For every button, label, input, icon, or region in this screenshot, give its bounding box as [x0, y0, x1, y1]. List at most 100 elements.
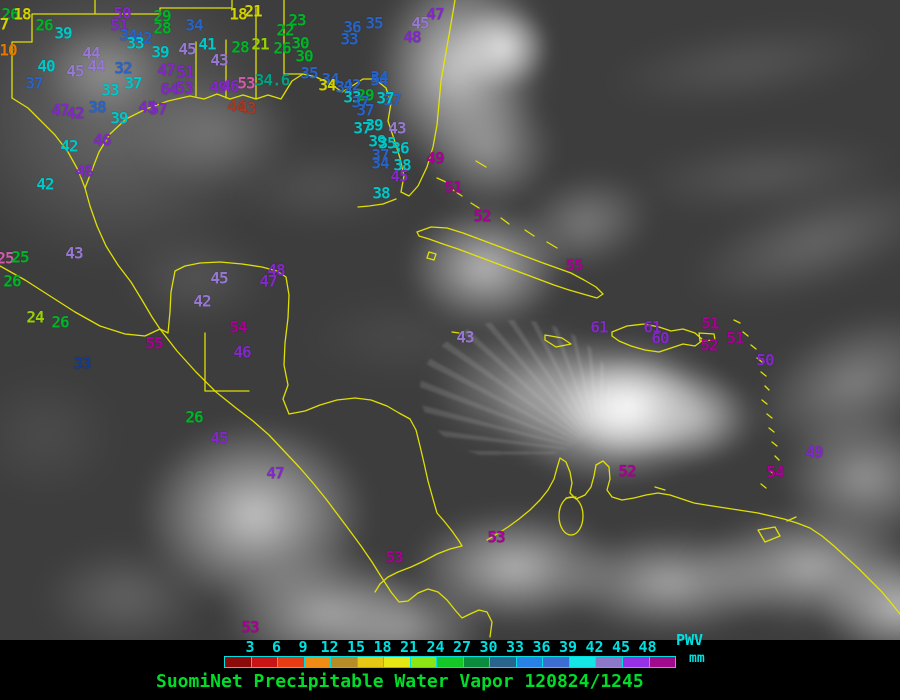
station-value: 21 — [244, 1, 262, 21]
station-value: 26 — [185, 407, 203, 427]
station-value: 18 — [13, 4, 31, 24]
station-value: 34.6 — [254, 70, 291, 90]
station-value: 47 — [426, 4, 444, 24]
station-value: 45 — [210, 268, 228, 288]
station-value: 57 — [149, 99, 167, 119]
station-value: 47 — [266, 463, 284, 483]
pwv-station-values: 26 18 7 26 10 39 50 51 34 42 33 29 28 34 18 21 23 22 44 40 4… — [0, 1, 824, 637]
station-value: 52 — [618, 461, 636, 481]
colorbar-segment — [569, 657, 597, 667]
station-value: 33 — [343, 87, 361, 107]
station-value: 34 — [185, 15, 203, 35]
station-value: 45 — [138, 97, 156, 117]
station-value: 33 — [101, 80, 119, 100]
colorbar-segment — [384, 657, 411, 667]
station-value: 55 — [565, 255, 583, 275]
station-value: 39 — [151, 42, 169, 62]
station-value: 54 — [766, 462, 784, 482]
station-value: 37 — [351, 92, 369, 112]
station-value: 43 — [210, 50, 228, 70]
station-value: 46 — [93, 130, 111, 150]
station-value: 48 — [403, 27, 421, 47]
station-value: 37 — [124, 73, 142, 93]
colorbar-segment — [225, 657, 252, 667]
station-value: 24 — [26, 307, 44, 327]
station-value: 64 — [160, 79, 178, 99]
station-value: 42 — [343, 75, 361, 95]
station-value: 38 — [88, 97, 106, 117]
station-value: 54 — [229, 317, 247, 337]
colorbar-tick-label: 9 — [298, 638, 308, 656]
station-value: 45 — [411, 13, 429, 33]
station-value: 26 — [35, 15, 53, 35]
station-value: 53 — [175, 78, 193, 98]
colorbar-tick-label: 6 — [271, 638, 282, 656]
station-value: 42 — [193, 291, 211, 311]
station-value: 46 — [221, 76, 239, 96]
colorbar-segment — [304, 657, 332, 667]
station-value: 29 — [356, 85, 374, 105]
colorbar-tick-label: 48 — [638, 638, 657, 656]
station-value: 37 — [371, 145, 389, 165]
station-value: 38 — [393, 155, 411, 175]
station-value: 60 — [651, 328, 669, 348]
colorbar-tick-label: 27 — [452, 638, 472, 656]
station-value: 49 — [426, 148, 444, 168]
colorbar-segment — [490, 657, 517, 667]
station-value: 50 — [113, 3, 131, 23]
station-value: 42 — [60, 136, 78, 156]
product-caption: SuomiNet Precipitable Water Vapor 120824… — [156, 671, 644, 692]
station-value: 26 — [273, 38, 291, 58]
colorbar-tick-label: 3 — [245, 638, 255, 656]
colorbar-tick-label: 21 — [399, 638, 419, 656]
station-value: 42 — [66, 103, 84, 123]
station-value: 35 — [378, 133, 396, 153]
station-value: 34 — [371, 153, 389, 173]
station-value: 48 — [267, 260, 285, 280]
station-value: 47 — [259, 271, 277, 291]
station-value: 22 — [276, 20, 294, 40]
station-value: 53 — [487, 527, 505, 547]
colorbar-segment — [331, 657, 358, 667]
station-value: 33 — [340, 29, 358, 49]
station-value: 42 — [36, 174, 54, 194]
station-value: 37 — [25, 73, 43, 93]
station-value: 51 — [726, 328, 744, 348]
station-value: 44 — [227, 96, 245, 116]
station-value: 40 — [37, 56, 55, 76]
station-value: 30 — [291, 33, 309, 53]
station-value: 36 — [391, 138, 409, 158]
station-value: 53 — [385, 547, 403, 567]
colorbar-tick-label: 24 — [426, 638, 445, 656]
station-value: 34 — [119, 25, 137, 45]
colorbar-segment — [463, 657, 491, 667]
station-value: 51 — [444, 177, 462, 197]
station-value: 37 — [353, 118, 371, 138]
station-value: 33 — [73, 353, 91, 373]
station-value: 55 — [145, 333, 163, 353]
station-value: 30 — [295, 46, 313, 66]
station-value: 35 — [365, 13, 383, 33]
station-value: 39 — [368, 131, 386, 151]
colorbar-segment — [437, 657, 464, 667]
station-value: 43 — [388, 118, 406, 138]
station-value: 41 — [198, 34, 216, 54]
colorbar-segment — [357, 657, 385, 667]
station-value: 45 — [178, 39, 196, 59]
station-value: 48 — [75, 161, 93, 181]
colorbar-unit-label: PWV — [676, 631, 704, 649]
colorbar-tick-label: 36 — [532, 638, 551, 656]
station-value: 45 — [66, 61, 84, 81]
station-value: 45 — [390, 166, 408, 186]
station-value: 46 — [233, 342, 251, 362]
station-value: 47 — [51, 100, 69, 120]
station-value: 33 — [126, 33, 144, 53]
station-value: 47 — [157, 60, 175, 80]
station-value: 44 — [82, 43, 100, 63]
cloud-blob — [455, 5, 550, 90]
colorbar-tick-label: 39 — [558, 638, 578, 656]
colorbar-segment — [410, 657, 438, 667]
colorbar-segment — [622, 657, 650, 667]
station-value: 34 — [318, 75, 336, 95]
